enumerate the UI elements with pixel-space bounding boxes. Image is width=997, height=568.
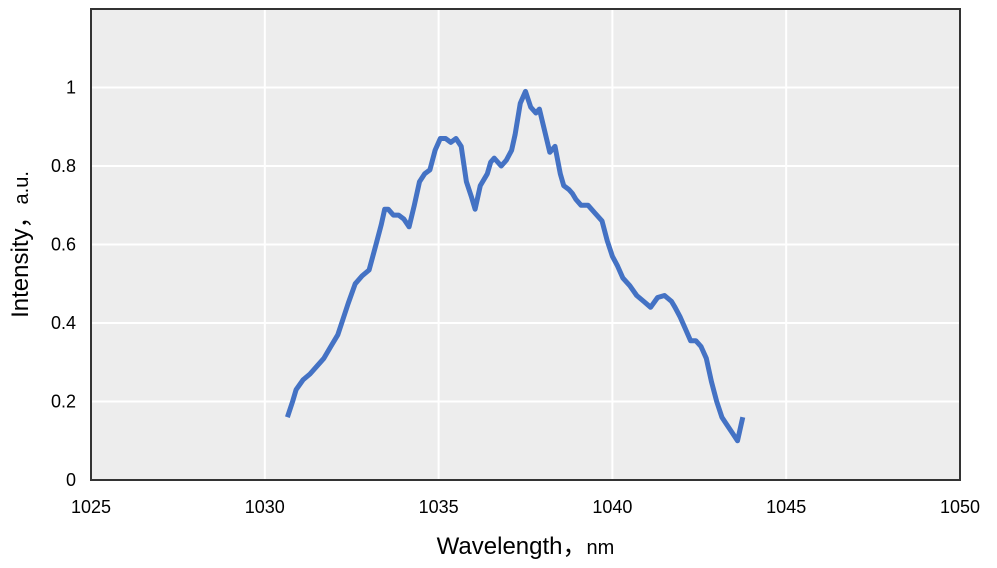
x-tick-label: 1040 (592, 497, 632, 517)
x-axis-title: Wavelength，nm (437, 533, 615, 560)
x-axis-unit: nm (587, 537, 615, 559)
x-tick-label: 1050 (940, 497, 980, 517)
y-tick-label: 0.6 (51, 235, 76, 255)
y-tick-label: 0.2 (51, 392, 76, 412)
x-axis-label: Wavelength (437, 533, 563, 560)
x-axis-separator: ， (563, 533, 587, 560)
x-tick-label: 1045 (766, 497, 806, 517)
y-axis-label: Intensity (7, 228, 34, 317)
y-axis-unit: a.u. (11, 171, 33, 204)
y-axis-separator: ， (7, 204, 34, 228)
plot-frame (90, 8, 961, 481)
y-axis-title: Intensity，a.u. (7, 171, 34, 318)
tick-labels: 1025 1030 1035 1040 1045 1050 0 0.2 0.4 0.6 0.8 1 (51, 78, 980, 518)
y-tick-label: 0.8 (51, 156, 76, 176)
x-tick-label: 1030 (245, 497, 285, 517)
gridlines (91, 9, 960, 480)
y-tick-label: 0 (66, 470, 76, 490)
x-tick-label: 1035 (419, 497, 459, 517)
intensity-series-line (285, 88, 746, 444)
y-tick-label: 1 (66, 78, 76, 98)
x-tick-label: 1025 (71, 497, 111, 517)
y-tick-label: 0.4 (51, 313, 76, 333)
